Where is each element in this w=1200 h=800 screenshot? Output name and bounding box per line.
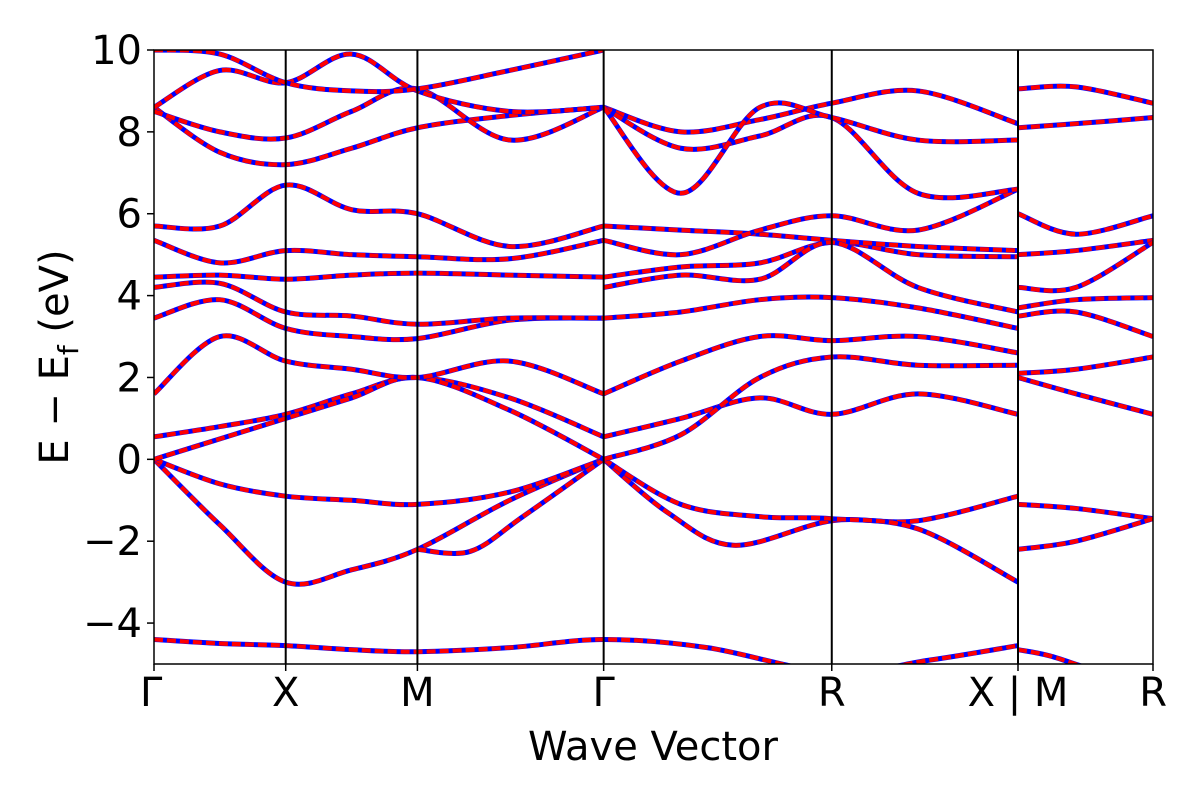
x-tick-label-6: R [1139, 670, 1167, 716]
y-tick-label-2: 0 [117, 437, 142, 483]
y-axis-label-subscript: f [52, 344, 85, 355]
band-line-red-3 [154, 457, 605, 507]
band-line-blue-18 [154, 182, 605, 249]
band-line-red-5 [602, 457, 1019, 548]
band-line-blue-19 [603, 294, 1019, 331]
band-line-red-8 [1017, 516, 1153, 552]
band-line-red-2 [154, 457, 605, 587]
band-line-blue-12 [602, 354, 1019, 462]
y-axis-ticks: −4 −2 0 2 4 6 8 10 [83, 28, 154, 647]
band-line-red-12 [603, 354, 1019, 462]
band-line-red-35 [1017, 238, 1153, 257]
band-line-red-28 [154, 50, 605, 94]
plot-frame [153, 49, 1154, 665]
band-line-red-36 [1017, 240, 1153, 293]
x-tick-label-3: Γ [593, 670, 616, 716]
band-line-red-10 [154, 375, 605, 462]
band-line-red-20 [603, 240, 1019, 280]
x-tick-label-1: X [272, 670, 299, 716]
band-line-red-32 [1017, 84, 1153, 106]
x-tick-label-4: R [818, 670, 846, 716]
y-tick-label-5: 6 [117, 192, 142, 238]
band-line-red-9 [154, 375, 605, 439]
band-line-red-18 [154, 182, 605, 249]
band-line-red-34 [1017, 211, 1153, 237]
band-line-red-21 [603, 223, 1019, 253]
band-line-red-16 [154, 270, 604, 282]
y-axis-label-unit: (eV) [32, 249, 78, 345]
band-line-blue-27 [154, 51, 604, 115]
y-tick-label-7: 10 [91, 28, 142, 74]
band-line-blue-10 [154, 374, 605, 462]
band-line-blue-6 [602, 457, 1020, 585]
band-line-red-15 [154, 280, 604, 327]
y-axis-label: E − Ef (eV) [32, 249, 85, 464]
band-line-red-25 [154, 105, 604, 167]
y-tick-label-6: 8 [117, 110, 142, 156]
x-axis-label: Wave Vector [528, 724, 779, 770]
band-line-red-7 [1017, 502, 1153, 521]
band-line-red-37 [1017, 295, 1153, 310]
y-tick-label-0: −4 [83, 601, 142, 647]
band-line-red-22 [603, 187, 1019, 257]
band-line-red-0 [154, 637, 1019, 664]
x-tick-label-2: M [400, 670, 435, 716]
band-line-blue-15 [154, 279, 604, 327]
band-line-red-13 [154, 333, 605, 396]
band-line-red-26 [154, 86, 605, 143]
high-symmetry-lines [284, 50, 1019, 664]
bands-layer [154, 50, 1153, 664]
band-line-red-33 [1017, 115, 1153, 130]
y-tick-label-4: 4 [117, 274, 142, 320]
band-line-red-4 [417, 457, 605, 556]
band-line-blue-3 [154, 456, 605, 508]
band-line-red-29 [602, 88, 1019, 135]
y-axis-label-main: E − E [32, 355, 78, 465]
band-line-red-24 [602, 333, 1019, 396]
band-line-red-19 [603, 294, 1019, 331]
band-line-red-39 [1017, 354, 1153, 376]
band-line-blue-2 [154, 457, 605, 587]
y-tick-label-1: −2 [83, 519, 142, 565]
y-tick-label-3: 2 [117, 355, 142, 401]
x-tick-label-0: Γ [140, 670, 163, 716]
band-line-blue-5 [602, 457, 1019, 548]
band-line-red-17 [154, 238, 605, 266]
band-line-red-31 [602, 100, 1019, 196]
band-line-blue-11 [603, 391, 1019, 440]
band-line-red-40 [1017, 375, 1153, 417]
band-line-red-30 [602, 105, 1019, 200]
x-axis-ticks: Γ X M Γ R X | M R [140, 664, 1167, 716]
band-line-red-23 [603, 240, 1019, 315]
band-line-red-11 [603, 391, 1019, 439]
band-line-red-6 [602, 457, 1019, 584]
x-tick-label-5: X | M [968, 670, 1069, 716]
band-line-red-38 [1017, 308, 1153, 339]
band-line-blue-0 [154, 636, 1019, 664]
